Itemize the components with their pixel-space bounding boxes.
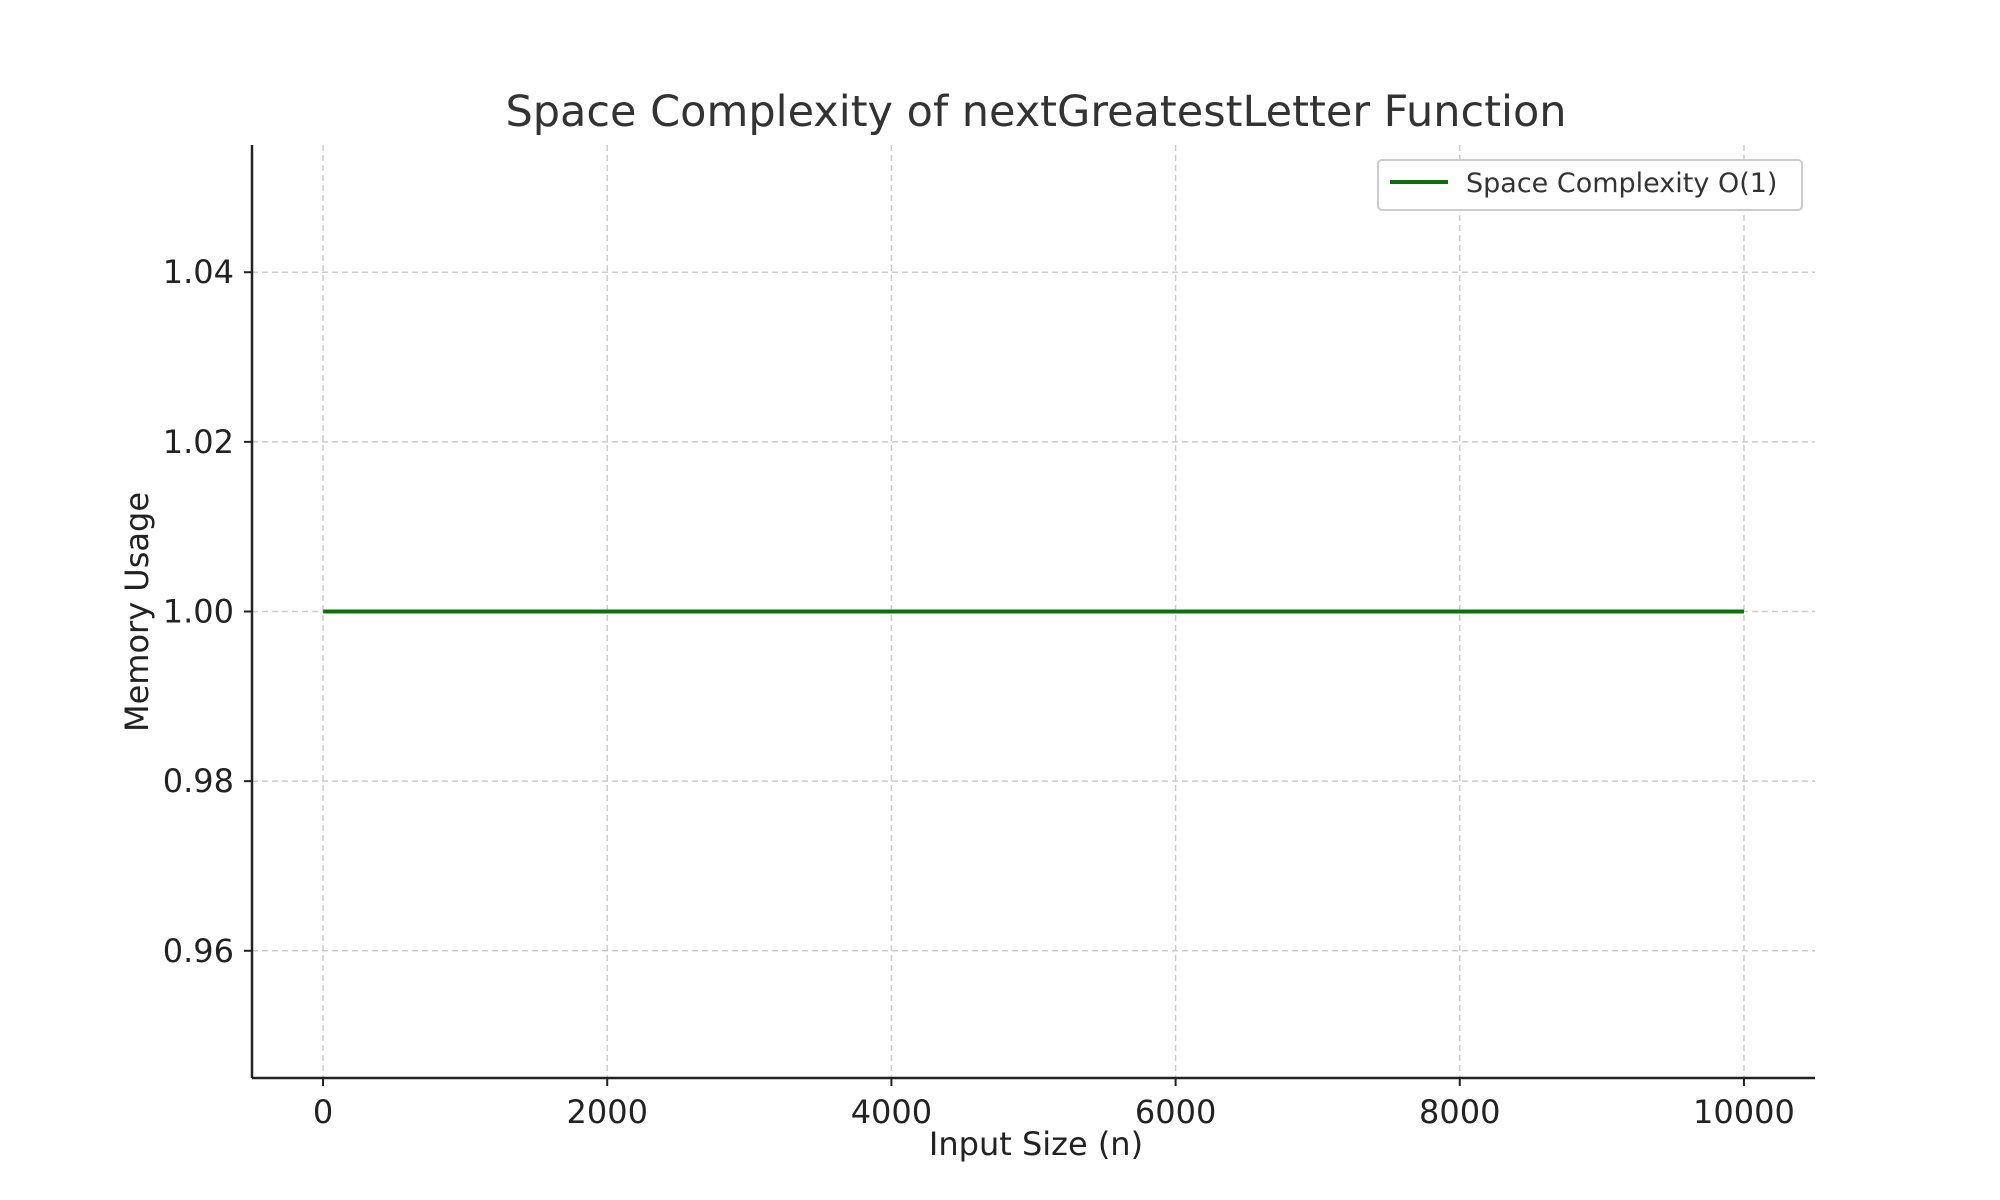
x-tick-label: 6000 (1135, 1093, 1216, 1131)
chart-title: Space Complexity of nextGreatestLetter F… (505, 87, 1566, 137)
x-axis-label: Input Size (n) (929, 1125, 1143, 1163)
x-tick-label: 4000 (851, 1093, 932, 1131)
y-tick-label: 0.98 (163, 762, 234, 800)
x-tick-label: 8000 (1419, 1093, 1500, 1131)
y-tick-label: 1.00 (163, 593, 234, 631)
x-tick-label: 10000 (1693, 1093, 1795, 1131)
y-tick-label: 1.02 (163, 423, 234, 461)
legend-box (1377, 159, 1803, 211)
legend-label: Space Complexity O(1) (1466, 168, 1777, 199)
x-tick-label: 2000 (567, 1093, 648, 1131)
x-tick-label: 0 (313, 1093, 333, 1131)
y-tick-label: 1.04 (163, 253, 234, 291)
legend: Space Complexity O(1) (1377, 159, 1803, 211)
ticks: 0 2000 4000 6000 8000 10000 0.96 0.98 1.00 1.02 1.… (163, 253, 1795, 1131)
y-axis-label: Memory Usage (118, 492, 156, 732)
y-tick-label: 0.96 (163, 932, 234, 970)
